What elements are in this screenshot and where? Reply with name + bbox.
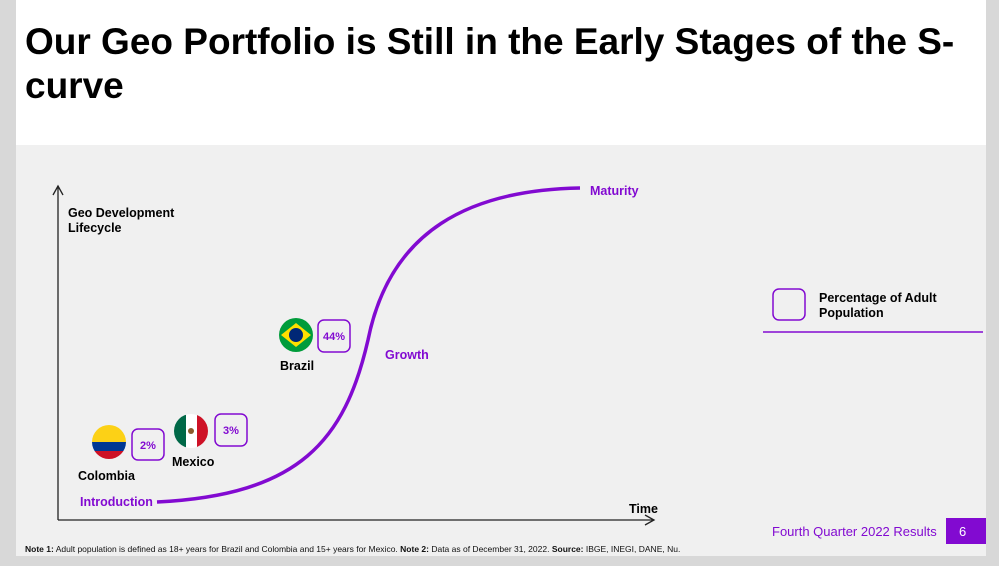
note-bold: Note 1: [25,544,54,554]
page-number: 6 [959,524,966,539]
s-curve [156,186,581,504]
axes [52,184,656,526]
stage-label: Introduction [80,495,153,509]
stage-label: Maturity [590,184,639,198]
country-name: Brazil [280,359,314,373]
flag-colombia [92,425,126,459]
x-arrow [644,514,656,526]
percent-box [317,319,351,353]
legend-label: Population [819,306,884,320]
y-axis-label: Geo Development [68,206,175,220]
percent-label: 2% [140,440,156,452]
note-text: Data as of December 31, 2022. [429,544,552,554]
stage-label: Growth [385,348,429,362]
title-area: Our Geo Portfolio is Still in the Early … [16,0,986,145]
percent-box [214,413,248,447]
note-text: IBGE, INEGI, DANE, Nu. [583,544,680,554]
note-bold: Note 2: [400,544,429,554]
slide-title: Our Geo Portfolio is Still in the Early … [25,21,955,106]
flag-mexico [174,414,208,448]
footer-text: Fourth Quarter 2022 Results [772,524,937,539]
percent-box [131,428,165,461]
percent-label: 44% [323,331,345,343]
x-axis-label: Time [629,502,658,516]
note-bold: Source: [552,544,584,554]
y-arrow [52,184,64,196]
page-number-box [946,518,986,544]
country-name: Mexico [172,455,215,469]
legend-box [772,288,806,321]
legend-label: Percentage of Adult [819,291,937,305]
note-text: Adult population is defined as 18+ years… [54,544,400,554]
country-name: Colombia [78,469,136,483]
flag-brazil [279,318,313,352]
slide: Our Geo Portfolio is Still in the Early … [16,0,986,556]
percent-label: 3% [223,425,239,437]
y-axis-label: Lifecycle [68,221,122,235]
footnote: Note 1: Adult population is defined as 1… [25,544,680,554]
